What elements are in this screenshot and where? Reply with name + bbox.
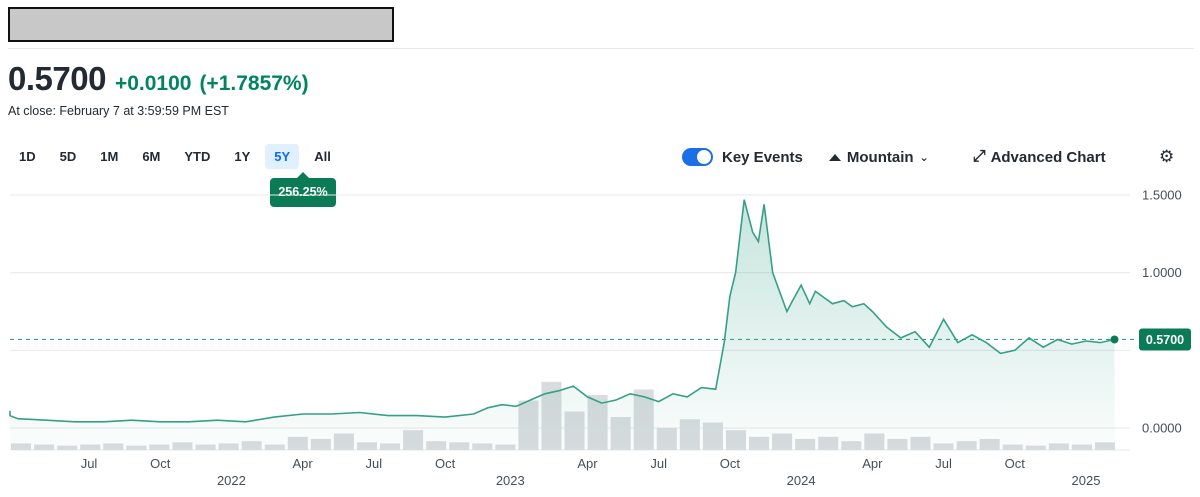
- range-1y[interactable]: 1Y: [234, 149, 251, 164]
- header-divider: [8, 48, 1194, 49]
- y-axis: 1.5000 1.0000 0.0000: [1142, 188, 1182, 436]
- chart-type-label: Mountain: [846, 148, 914, 166]
- key-events-label: Key Events: [722, 148, 803, 166]
- x-axis: Jul Oct Apr Jul Oct Apr Jul Oct Apr Jul Oct 2022 202…: [81, 456, 1101, 488]
- key-events-toggle[interactable]: Key Events: [682, 148, 803, 166]
- range-5y[interactable]: 5Y: [265, 144, 300, 169]
- redacted-title: [8, 7, 394, 42]
- range-1d[interactable]: 1D: [19, 149, 36, 164]
- range-selector: 1D 5D 1M 6M YTD 1Y 5Y All: [10, 144, 346, 169]
- x-tick-label: Oct: [720, 456, 741, 471]
- year-label: 2023: [496, 473, 525, 488]
- price-area: [10, 199, 1115, 450]
- gear-icon[interactable]: ⚙: [1159, 147, 1175, 166]
- y-tick-label: 1.5000: [1142, 188, 1182, 203]
- price-change: +0.0100: [114, 72, 192, 95]
- price-line: [9, 199, 1115, 423]
- current-price-dot: [1110, 335, 1119, 344]
- close-time: At close: February 7 at 3:59:59 PM EST: [8, 104, 229, 118]
- x-tick-label: Jul: [81, 456, 98, 471]
- year-label: 2022: [217, 473, 246, 488]
- year-label: 2025: [1072, 473, 1101, 488]
- year-label: 2024: [787, 473, 816, 488]
- current-price-tag: 0.5700: [1139, 328, 1191, 351]
- price-change-percent: (+1.7857%): [199, 72, 309, 95]
- price: 0.5700: [8, 60, 106, 97]
- range-all[interactable]: All: [314, 149, 331, 164]
- x-tick-label: Jul: [366, 456, 383, 471]
- range-5d[interactable]: 5D: [59, 149, 77, 164]
- mountain-icon: [828, 154, 841, 161]
- current-price-label: 0.5700: [1146, 333, 1184, 347]
- range-ytd[interactable]: YTD: [184, 149, 211, 164]
- y-tick-label: 1.0000: [1142, 265, 1182, 280]
- x-tick-label: Oct: [1005, 456, 1026, 471]
- x-tick-label: Apr: [577, 456, 598, 471]
- x-tick-label: Apr: [293, 456, 314, 471]
- price-chart[interactable]: 0.5700 1.5000 1.0000 0.0000 Jul Oct Apr Jul Oc…: [0, 180, 1200, 497]
- x-tick-label: Oct: [150, 456, 171, 471]
- toggle-switch-icon: [682, 148, 713, 166]
- range-6m[interactable]: 6M: [142, 149, 161, 164]
- expand-icon: ⤢: [972, 148, 986, 165]
- chevron-down-icon: ⌄: [919, 151, 929, 164]
- advanced-chart-label: Advanced Chart: [990, 148, 1106, 166]
- chart-type-dropdown[interactable]: Mountain ⌄: [828, 148, 929, 166]
- quote-header: 0.5700 +0.0100 (+1.7857%): [8, 60, 309, 98]
- y-tick-label: 0.0000: [1142, 421, 1182, 436]
- x-tick-label: Oct: [435, 456, 456, 471]
- x-tick-label: Jul: [935, 456, 952, 471]
- range-1m[interactable]: 1M: [100, 149, 119, 164]
- advanced-chart-button[interactable]: ⤢ Advanced Chart: [973, 148, 1106, 166]
- chart-toolbar: Key Events Mountain ⌄ ⤢ Advanced Chart: [682, 144, 1106, 170]
- x-tick-label: Apr: [862, 456, 883, 471]
- x-tick-label: Jul: [650, 456, 667, 471]
